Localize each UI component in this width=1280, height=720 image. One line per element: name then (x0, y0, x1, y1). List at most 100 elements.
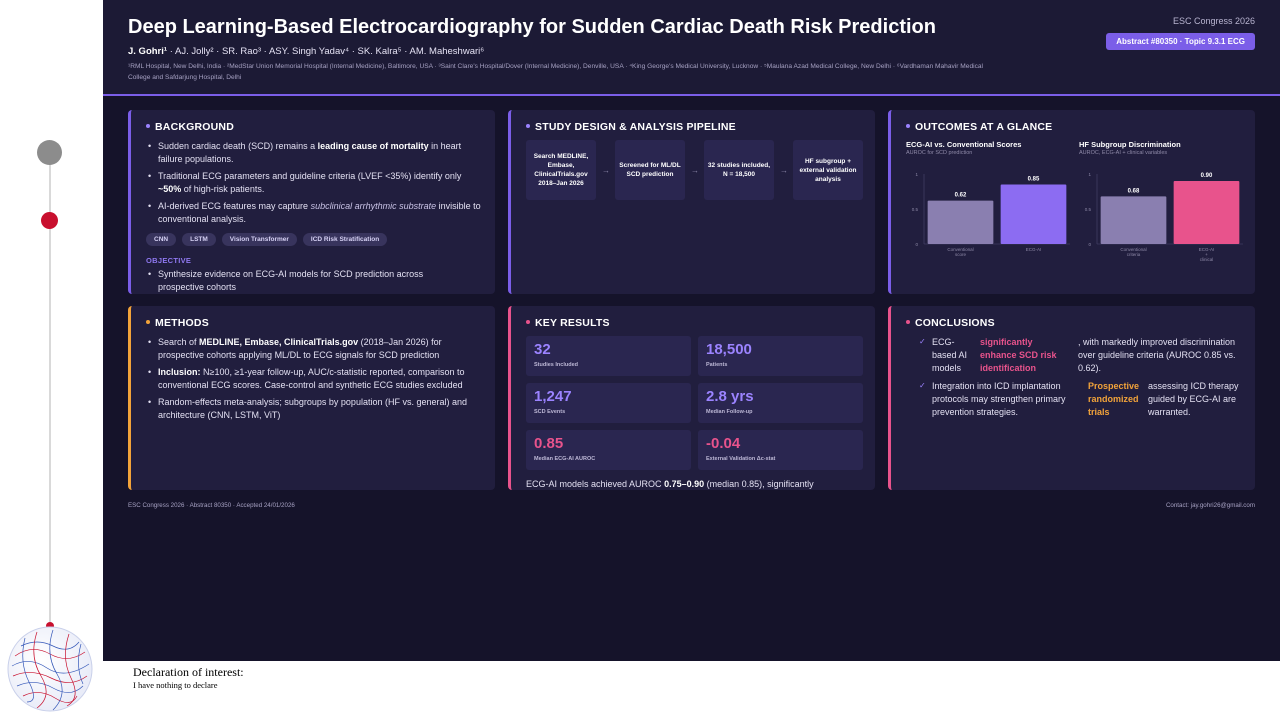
heading-dot (526, 320, 530, 325)
abstract-badge: Abstract #80350 · Topic 9.3.1 ECG (1106, 33, 1255, 50)
pipeline-arrow: → (780, 166, 788, 175)
stat-label: Median Follow-up (706, 409, 753, 415)
background-bullets: Sudden cardiac death (SCD) remains a lea… (146, 140, 486, 230)
methods-bullet: Inclusion: N≥100, ≥1-year follow-up, AUC… (146, 366, 486, 391)
methods-card: METHODS Search of MEDLINE, Embase, Clini… (128, 306, 495, 490)
background-bullet: Traditional ECG parameters and guideline… (146, 170, 486, 195)
pipeline-arrow: → (602, 166, 610, 175)
x-tick-label: ECG-AI (1026, 247, 1042, 252)
stat-value: 0.85 (534, 435, 564, 452)
conclusions-card: CONCLUSIONS ✓ ECG-based AI models signif… (888, 306, 1255, 490)
chart-hf-subgroup: 1 0.5 0 0.68 Conventional criteria 0.90 ECG-AI +… (1085, 172, 1243, 262)
x-tick-label-line: score (955, 252, 967, 257)
key-results-card: KEY RESULTS 32 Studies Included 18,500 P… (508, 306, 875, 490)
pipeline-step-included: 32 studies included, N = 18,500 (704, 140, 774, 200)
heading-dot (526, 124, 530, 129)
congress-label: ESC Congress 2026 (1172, 16, 1255, 26)
x-tick-label-line: clinical (1200, 257, 1214, 262)
methods-bullet: Random-effects meta-analysis; subgroups … (146, 396, 486, 421)
objective-label: OBJECTIVE (146, 256, 192, 265)
rail-line (49, 152, 51, 627)
y-tick-label: 0.5 (912, 207, 919, 212)
pipeline-step-screen: Screened for ML/DL SCD prediction (615, 140, 685, 200)
chart-ecg-ai-vs-conventional: 1 0.5 0 0.62 Conventional score 0.85 ECG-AI (912, 172, 1070, 257)
x-tick-label-line: ECG-AI (1199, 247, 1215, 252)
stat-label: External Validation Δc-stat (706, 456, 776, 462)
y-tick-label: 1 (915, 172, 918, 177)
x-tick-label-line: criteria (1127, 252, 1141, 257)
conclusion-2-detail: Integration into ICD implantation protoc… (932, 381, 1066, 417)
pipeline-step-search: Search MEDLINE, Embase, ClinicalTrials.g… (526, 140, 596, 200)
background-card: BACKGROUND Sudden cardiac death (SCD) re… (128, 110, 495, 294)
stat-value: 2.8 yrs (706, 388, 754, 405)
pipeline-step-analysis: HF subgroup + external validation analys… (793, 140, 863, 200)
other-authors: · AJ. Jolly² · SR. Rao³ · ASY. Singh Yad… (167, 46, 485, 57)
model-tags: CNN LSTM Vision Transformer ICD Risk Str… (146, 233, 388, 246)
chart2-subtitle: AUROC, ECG-AI + clinical variables (1079, 150, 1168, 156)
heading-dot (906, 124, 910, 129)
bar-value-label: 0.90 (1201, 173, 1213, 179)
methods-heading: METHODS (146, 317, 209, 329)
tag-lstm: LSTM (182, 233, 216, 246)
tag-cnn: CNN (146, 233, 177, 246)
x-tick-label: ECG-AI + clinical (1199, 247, 1215, 262)
conclusion-2-highlight: Prospective randomized trials (1088, 381, 1140, 417)
chart2-title: HF Subgroup Discrimination (1079, 140, 1181, 149)
conclusions-heading: CONCLUSIONS (906, 317, 995, 329)
author-list: J. Gohri¹ · AJ. Jolly² · SR. Rao³ · ASY.… (128, 46, 484, 57)
bar (927, 200, 994, 244)
bar (1173, 181, 1240, 244)
rail-gray-dot (37, 140, 62, 165)
stat-label: SCD Events (534, 409, 566, 415)
affiliations: ¹RML Hospital, New Delhi, India · ²MedSt… (128, 63, 984, 81)
conclusion-1-subject: ECG-based AI models (932, 337, 968, 373)
stat-value: 18,500 (706, 341, 752, 358)
methods-bullets: Search of MEDLINE, Embase, ClinicalTrial… (146, 336, 486, 426)
x-tick-label-line: Conventional (1120, 247, 1146, 252)
stat-value: 32 (534, 341, 551, 358)
x-tick-label-line: + (1205, 252, 1208, 257)
rail-small-dot (46, 622, 54, 630)
outcomes-heading: OUTCOMES AT A GLANCE (906, 121, 1052, 133)
rail-red-dot (41, 212, 58, 229)
conclusion-2-followup: assessing ICD therapy guided by ECG-AI a… (1148, 381, 1239, 417)
objective-bullet: Synthesize evidence on ECG-AI models for… (146, 268, 446, 293)
check-icon: ✓ (919, 337, 926, 346)
bar-value-label: 0.85 (1028, 177, 1040, 183)
background-heading: BACKGROUND (146, 121, 234, 133)
bar-value-label: 0.68 (1128, 188, 1140, 194)
globe-logo-icon (7, 626, 93, 712)
stat-auroc: 0.85 Median ECG-AI AUROC (526, 430, 691, 470)
y-tick-label: 0 (1088, 242, 1091, 247)
stat-patients: 18,500 Patients (698, 336, 863, 376)
x-tick-label: Conventional criteria (1120, 247, 1146, 257)
stat-studies: 32 Studies Included (526, 336, 691, 376)
y-tick-label: 0.5 (1085, 207, 1092, 212)
declaration-text: I have nothing to declare (133, 680, 218, 690)
key-results-heading: KEY RESULTS (526, 317, 610, 329)
footer-contact: Contact: jay.gohri26@gmail.com (1165, 502, 1255, 509)
results-summary: ECG-AI models achieved AUROC 0.75–0.90 (… (526, 479, 814, 489)
declaration-title: Declaration of interest: (133, 665, 244, 679)
check-icon: ✓ (919, 381, 926, 390)
stat-label: Patients (706, 362, 728, 368)
x-tick-label-line: Conventional (947, 247, 973, 252)
stat-external-validation: -0.04 External Validation Δc-stat (698, 430, 863, 470)
y-tick-label: 1 (1088, 172, 1091, 177)
chart1-title: ECG-AI vs. Conventional Scores (906, 140, 1022, 149)
conclusion-1-highlight: significantly enhance SCD risk identific… (980, 337, 1057, 373)
pipeline-card: STUDY DESIGN & ANALYSIS PIPELINE Search … (508, 110, 875, 294)
heading-dot (146, 320, 150, 325)
stat-events: 1,247 SCD Events (526, 383, 691, 423)
stat-value: -0.04 (706, 435, 741, 452)
bar-value-label: 0.62 (955, 193, 967, 199)
background-bullet: Sudden cardiac death (SCD) remains a lea… (146, 140, 486, 165)
x-tick-label-line: ECG-AI (1026, 247, 1042, 252)
bar (1100, 196, 1167, 244)
poster-header: Deep Learning-Based Electrocardiography … (103, 0, 1280, 96)
chart1-subtitle: AUROC for SCD prediction (906, 150, 973, 156)
methods-bullet: Search of MEDLINE, Embase, ClinicalTrial… (146, 336, 486, 361)
heading-dot (146, 124, 150, 129)
poster-title: Deep Learning-Based Electrocardiography … (128, 16, 936, 38)
stat-label: Studies Included (534, 362, 579, 368)
